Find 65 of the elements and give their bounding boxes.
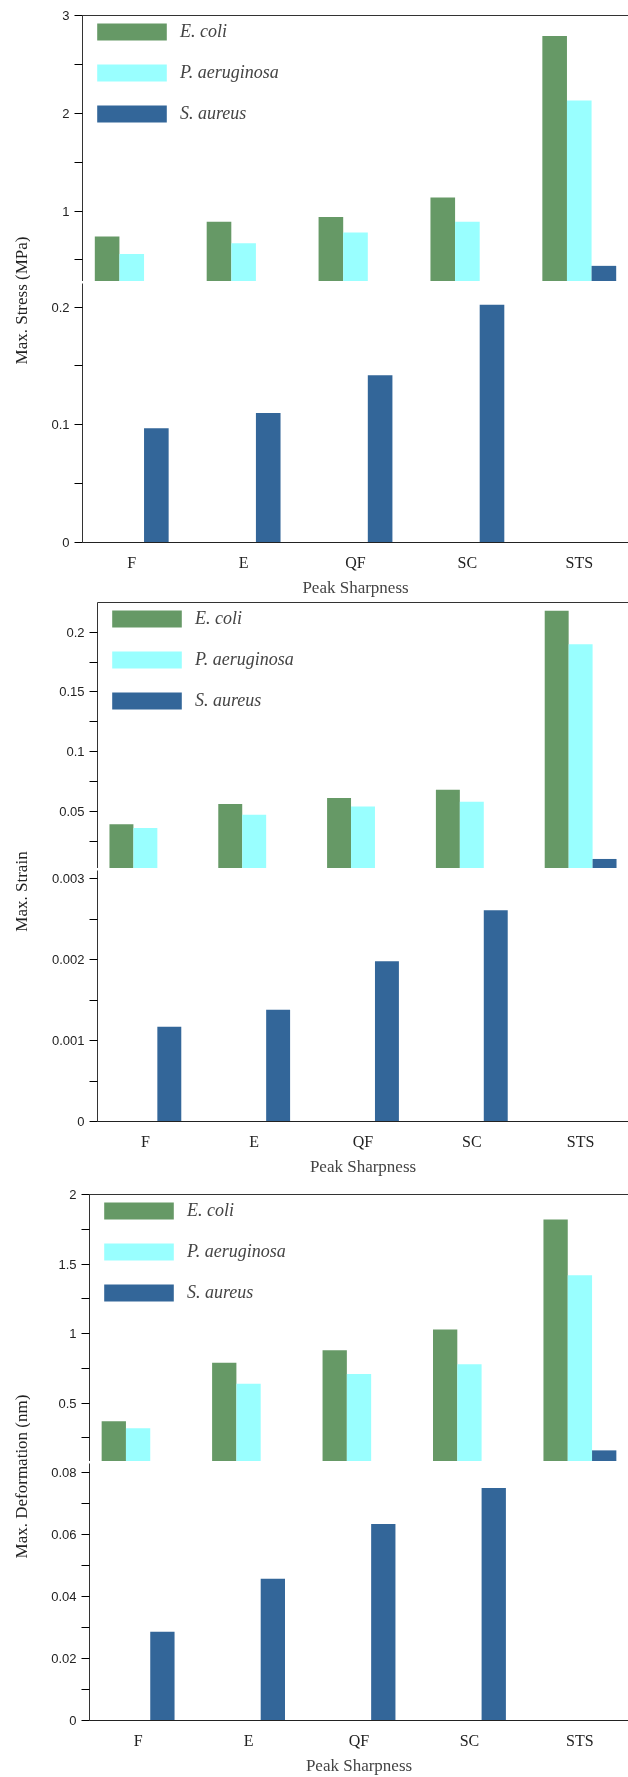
y-tick-label: 0.1 xyxy=(51,417,70,433)
x-axis-title: Peak Sharpness xyxy=(302,577,409,597)
y-tick-label: 0.05 xyxy=(59,803,85,819)
legend-label: E. coli xyxy=(187,1200,234,1221)
x-tick-label: E xyxy=(249,1132,260,1150)
bar xyxy=(144,428,169,543)
y-tick-label: 0 xyxy=(69,1713,77,1728)
y-axis-title: Max. Deformation (nm) xyxy=(12,1394,31,1559)
bar xyxy=(150,1631,175,1721)
x-tick-label: E xyxy=(238,553,249,571)
legend-label: S. aureus xyxy=(187,1282,254,1303)
y-tick-label: 0.2 xyxy=(66,624,85,640)
y-tick-label: 1.5 xyxy=(58,1256,77,1272)
x-tick-label: E xyxy=(243,1731,254,1749)
legend-label: E. coli xyxy=(180,21,227,42)
legend-label: P. aeruginosa xyxy=(187,1241,286,1262)
y-tick-label: 0 xyxy=(77,1114,85,1129)
legend-label: S. aureus xyxy=(180,103,247,124)
y-tick-label: 0.1 xyxy=(66,744,85,760)
y-tick-label: 1 xyxy=(62,203,70,219)
y-axis-title: Max. Stress (MPa) xyxy=(12,236,31,365)
x-tick-label: SC xyxy=(457,553,478,571)
legend-label: P. aeruginosa xyxy=(195,649,294,670)
bar xyxy=(367,375,393,543)
y-tick-label: 0 xyxy=(62,535,70,550)
x-tick-label: STS xyxy=(566,1731,594,1749)
x-tick-label: QF xyxy=(348,1731,370,1749)
y-tick-label: 0.003 xyxy=(51,871,85,887)
x-tick-label: SC xyxy=(462,1132,482,1150)
bar xyxy=(483,910,508,1122)
x-tick-label: QF xyxy=(345,553,366,571)
y-tick-label: 1 xyxy=(69,1326,77,1342)
y-tick-label: 0.5 xyxy=(58,1395,77,1411)
y-tick-label: 3 xyxy=(62,8,70,23)
y-tick-label: 0.08 xyxy=(51,1465,77,1481)
x-tick-label: STS xyxy=(566,1132,595,1150)
y-tick-label: 0.002 xyxy=(51,952,85,968)
x-axis-title: Peak Sharpness xyxy=(305,1755,413,1775)
bar xyxy=(479,304,505,543)
bar xyxy=(266,1009,291,1122)
bar xyxy=(374,961,399,1122)
legend-label: S. aureus xyxy=(195,690,262,711)
y-tick-label: 0.02 xyxy=(51,1651,77,1667)
x-tick-label: F xyxy=(127,553,137,571)
y-tick-label: 2 xyxy=(69,1187,77,1202)
legend-label: P. aeruginosa xyxy=(180,62,279,83)
bar xyxy=(157,1026,182,1122)
bar xyxy=(255,413,281,543)
bar xyxy=(371,1523,396,1721)
x-tick-label: STS xyxy=(565,553,594,571)
x-tick-label: F xyxy=(140,1132,150,1150)
legend-label: E. coli xyxy=(195,608,242,629)
bar xyxy=(481,1487,506,1721)
y-tick-label: 0.001 xyxy=(51,1033,85,1049)
y-tick-label: 0.15 xyxy=(59,684,85,700)
y-axis-title: Max. Strain xyxy=(12,850,31,932)
x-tick-label: QF xyxy=(352,1132,374,1150)
bar xyxy=(260,1578,285,1721)
y-tick-label: 2 xyxy=(62,105,70,121)
y-tick-label: 0.2 xyxy=(51,299,70,315)
x-tick-label: F xyxy=(133,1731,143,1749)
y-tick-label: 0.06 xyxy=(51,1527,77,1543)
x-axis-title: Peak Sharpness xyxy=(309,1156,417,1176)
y-tick-label: 0.04 xyxy=(51,1589,77,1605)
x-tick-label: SC xyxy=(459,1731,480,1749)
